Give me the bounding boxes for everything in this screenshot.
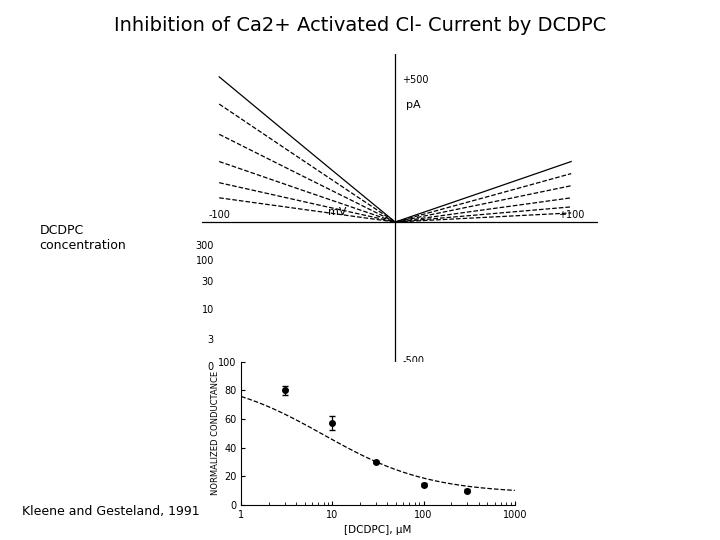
- Text: mV: mV: [328, 207, 347, 217]
- Text: 30: 30: [202, 278, 214, 287]
- Text: -100: -100: [208, 210, 230, 220]
- Text: 100: 100: [196, 256, 214, 266]
- X-axis label: [DCDPC], μM: [DCDPC], μM: [344, 525, 412, 535]
- Text: Inhibition of Ca2+ Activated Cl- Current by DCDPC: Inhibition of Ca2+ Activated Cl- Current…: [114, 16, 606, 35]
- Text: 10: 10: [202, 305, 214, 315]
- Text: 300: 300: [196, 241, 214, 251]
- Text: pA: pA: [406, 100, 420, 110]
- Text: 0: 0: [208, 362, 214, 372]
- Text: +500: +500: [402, 75, 428, 85]
- Text: -500: -500: [402, 356, 424, 366]
- Text: 3: 3: [208, 335, 214, 345]
- Text: DCDPC
concentration: DCDPC concentration: [40, 224, 126, 252]
- Text: Kleene and Gesteland, 1991: Kleene and Gesteland, 1991: [22, 505, 199, 518]
- Y-axis label: NORMALIZED CONDUCTANCE: NORMALIZED CONDUCTANCE: [211, 372, 220, 495]
- Text: +100: +100: [558, 210, 585, 220]
